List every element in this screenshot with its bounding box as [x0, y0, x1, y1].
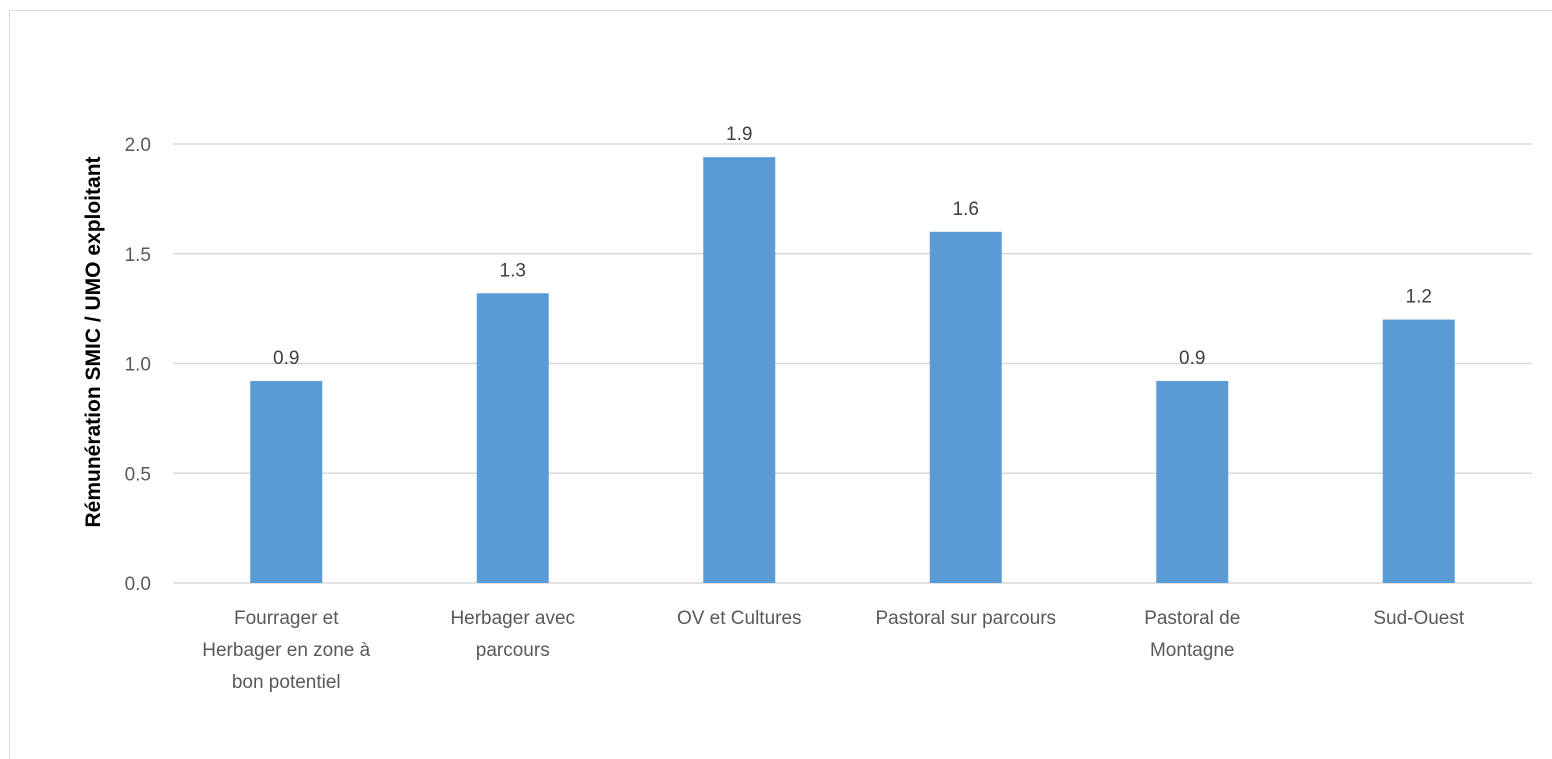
bar: [1156, 381, 1229, 583]
x-category-label: Herbager avec parcours: [450, 608, 575, 661]
bar: [250, 381, 323, 583]
y-tick-label: 0.0: [125, 574, 151, 595]
data-label: 1.3: [500, 260, 526, 281]
y-tick-label: 1.5: [125, 245, 151, 266]
y-tick-label: 1.0: [125, 355, 151, 376]
data-label: 1.2: [1406, 287, 1432, 308]
bars: [250, 157, 1455, 584]
bar: [476, 293, 549, 583]
y-tick-label: 0.5: [125, 464, 151, 485]
bar: [1382, 319, 1455, 583]
data-label: 0.9: [273, 348, 299, 369]
x-category-label: Pastoral de Montagne: [1144, 608, 1240, 661]
y-axis-label: Rémunération SMIC / UMO exploitant: [82, 156, 105, 527]
x-category-label: Sud-Ouest: [1373, 608, 1465, 629]
bar: [929, 231, 1002, 584]
data-label: 1.9: [726, 124, 752, 145]
x-axis-categories: Fourrager et Herbager en zone à bon potent…: [202, 608, 1465, 693]
data-label: 1.6: [953, 199, 979, 220]
bar: [703, 157, 776, 584]
x-category-label: Fourrager et Herbager en zone à bon potent…: [202, 608, 370, 693]
data-labels: 0.9 1.3 1.9 1.6 0.9 1.2: [273, 124, 1432, 369]
y-axis-ticks: 0.0 0.5 1.0 1.5 2.0: [125, 135, 151, 595]
data-label: 0.9: [1179, 348, 1205, 369]
y-tick-label: 2.0: [125, 135, 151, 156]
x-category-label: Pastoral sur parcours: [875, 608, 1056, 629]
x-category-label: OV et Cultures: [677, 608, 802, 629]
gridlines: [173, 143, 1532, 584]
